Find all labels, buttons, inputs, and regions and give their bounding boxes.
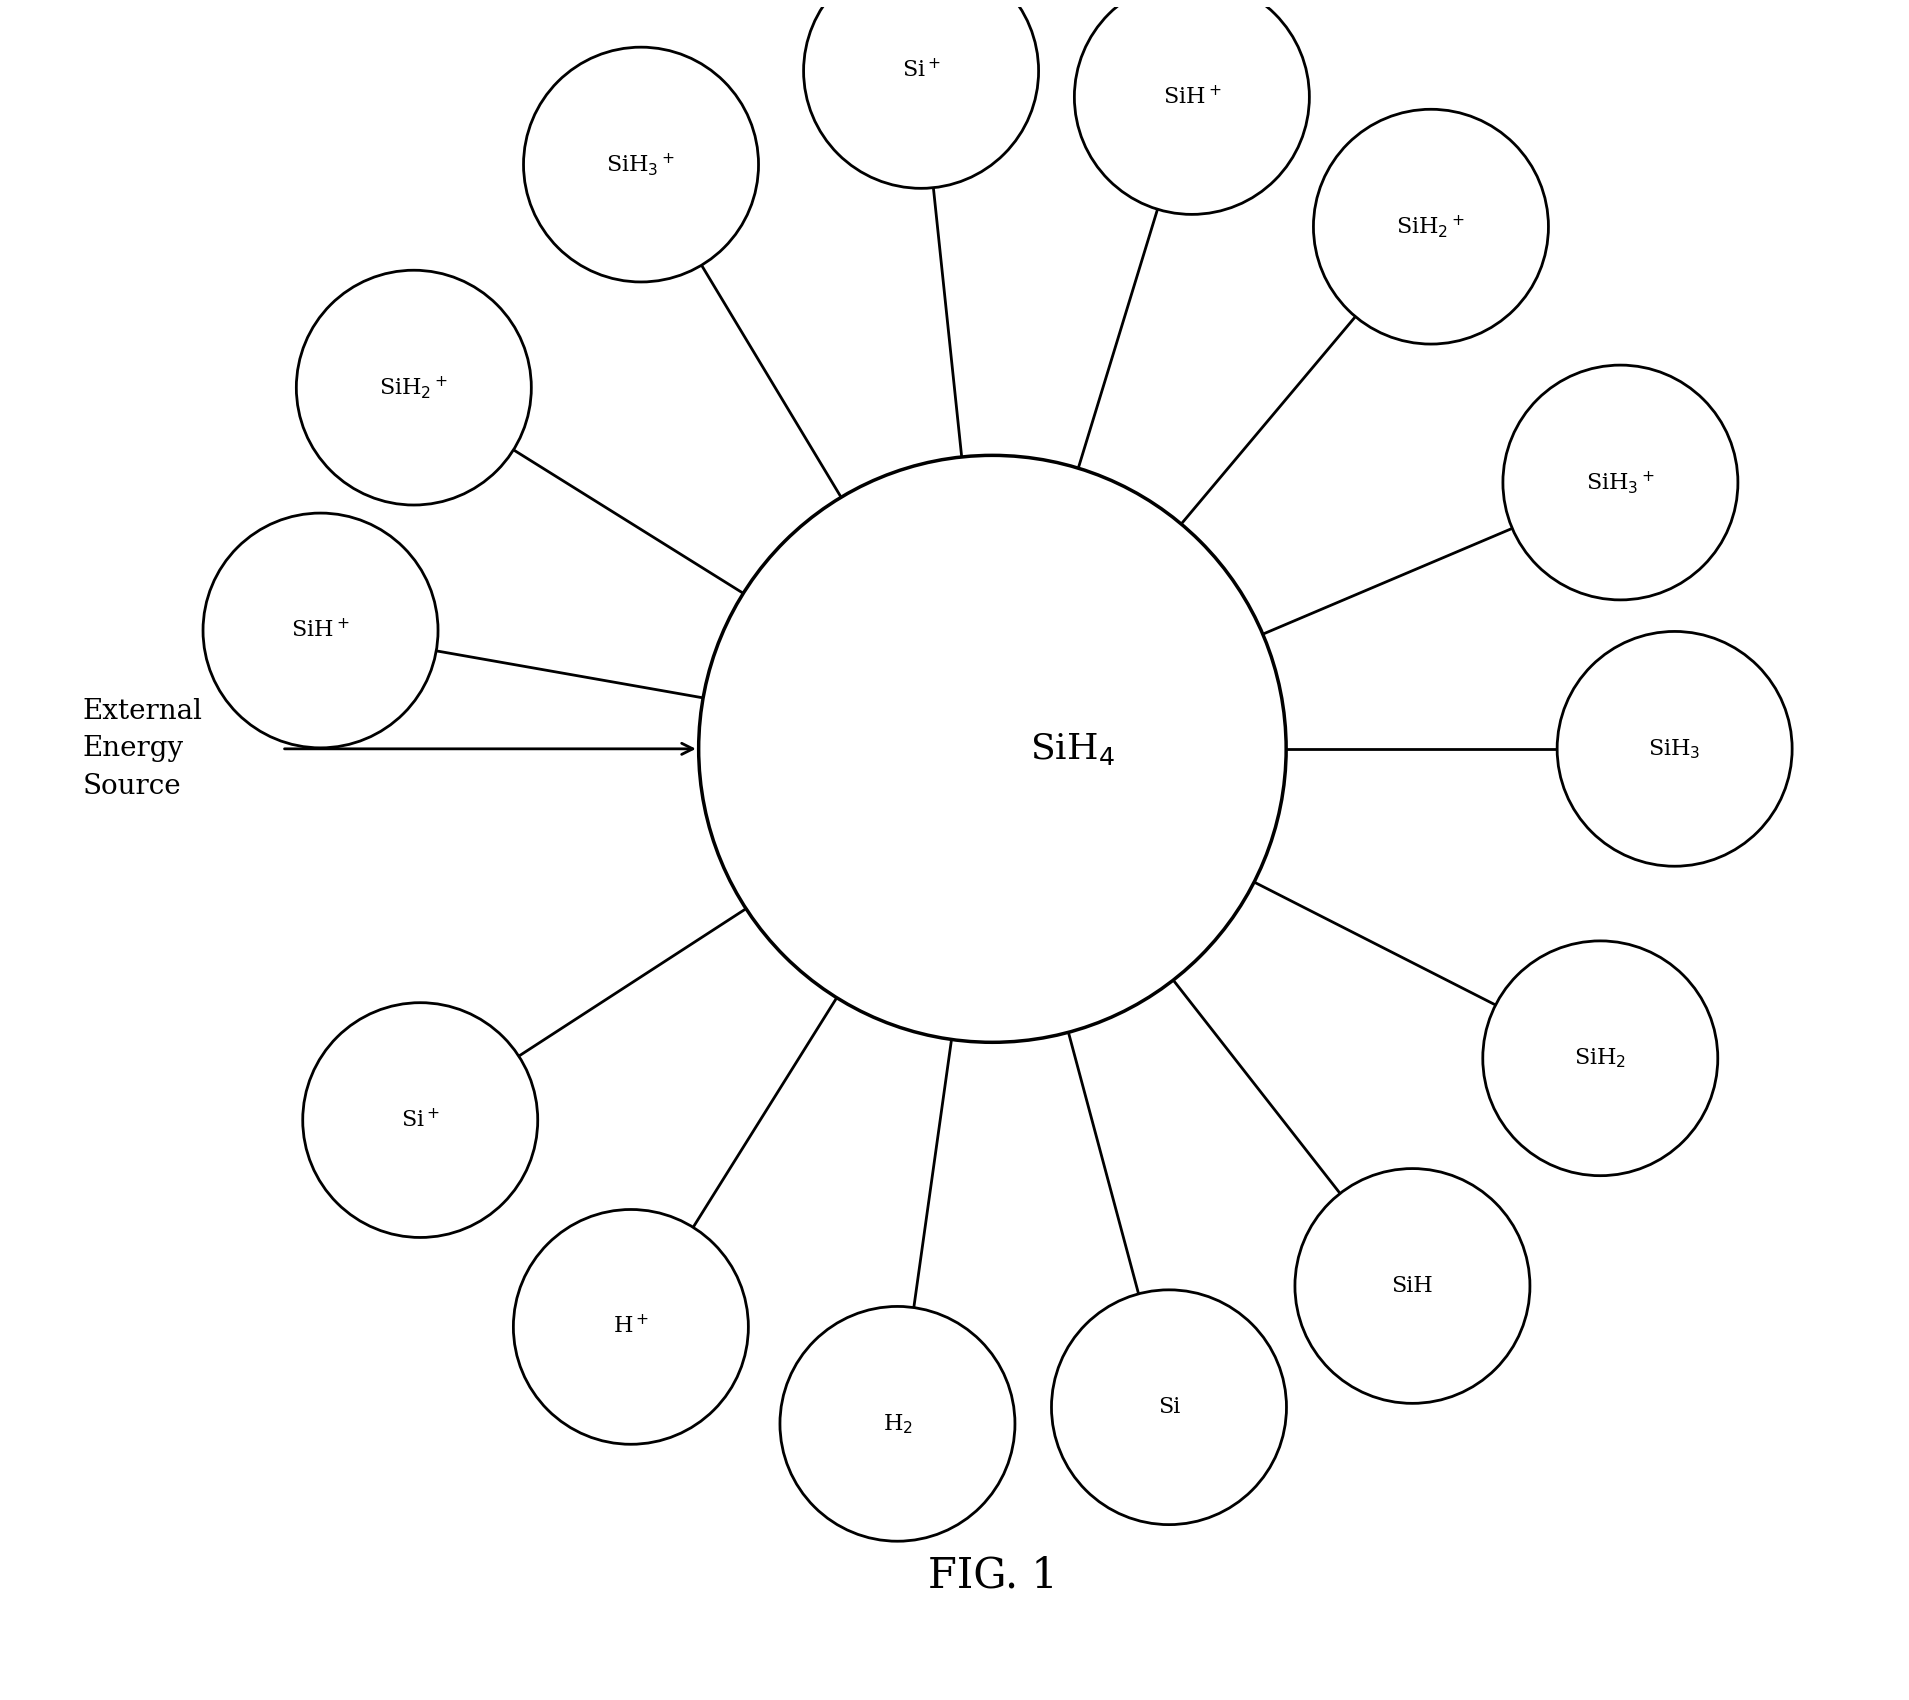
Ellipse shape (1313, 109, 1548, 343)
Text: SiH$^+$: SiH$^+$ (292, 619, 349, 643)
Text: SiH$^+$: SiH$^+$ (1163, 85, 1222, 109)
Text: SiH$_2$$^+$: SiH$_2$$^+$ (1395, 212, 1466, 240)
Ellipse shape (514, 1209, 748, 1445)
Text: Si: Si (1159, 1396, 1180, 1418)
Ellipse shape (699, 456, 1287, 1042)
Text: SiH$_2$: SiH$_2$ (1575, 1047, 1626, 1069)
Ellipse shape (804, 0, 1038, 189)
Text: Si$^+$: Si$^+$ (401, 1108, 439, 1132)
Ellipse shape (523, 48, 758, 282)
Ellipse shape (304, 1003, 538, 1238)
Text: External
Energy
Source: External Energy Source (82, 697, 202, 799)
Ellipse shape (202, 513, 437, 748)
Text: H$_2$: H$_2$ (882, 1413, 913, 1435)
Ellipse shape (1294, 1168, 1529, 1404)
Ellipse shape (1075, 0, 1310, 214)
Ellipse shape (1558, 631, 1793, 867)
Text: FIG. 1: FIG. 1 (928, 1554, 1058, 1596)
Text: SiH$_2$$^+$: SiH$_2$$^+$ (380, 374, 449, 401)
Text: SiH$_4$: SiH$_4$ (1031, 731, 1115, 767)
Text: SiH$_3$$^+$: SiH$_3$$^+$ (607, 151, 676, 178)
Ellipse shape (1483, 940, 1718, 1176)
Text: SiH: SiH (1392, 1275, 1434, 1297)
Text: SiH$_3$$^+$: SiH$_3$$^+$ (1586, 469, 1655, 496)
Ellipse shape (1502, 366, 1737, 600)
Ellipse shape (781, 1306, 1016, 1542)
Text: SiH$_3$: SiH$_3$ (1647, 738, 1701, 760)
Ellipse shape (296, 270, 531, 505)
Text: Si$^+$: Si$^+$ (901, 60, 941, 83)
Text: H$^+$: H$^+$ (613, 1316, 649, 1338)
Ellipse shape (1052, 1290, 1287, 1525)
